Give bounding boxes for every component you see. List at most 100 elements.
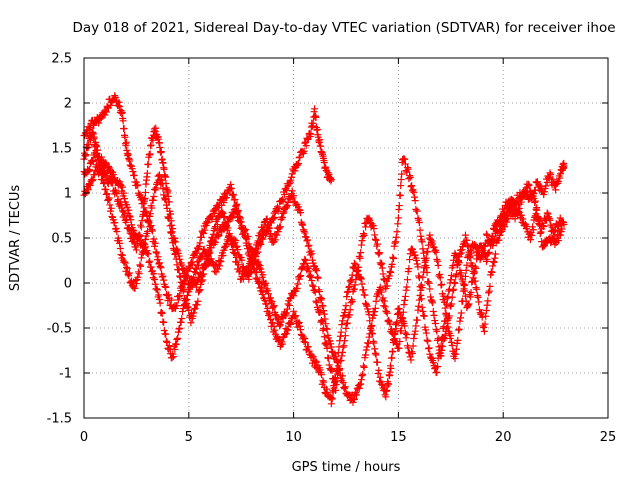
data-point-trace-1 — [158, 273, 166, 281]
data-point-trace-4 — [495, 219, 503, 227]
data-point-trace-3 — [308, 281, 316, 289]
data-point-trace-4 — [410, 248, 418, 256]
data-point-trace-3 — [401, 155, 409, 163]
data-point-trace-4 — [179, 284, 187, 292]
data-point-trace-1 — [461, 281, 469, 289]
data-point-trace-2 — [274, 203, 282, 211]
data-point-trace-2 — [219, 252, 227, 260]
data-point-trace-4 — [85, 181, 93, 189]
data-point-trace-1 — [441, 304, 449, 312]
data-point-trace-3 — [478, 309, 486, 317]
data-point-trace-2 — [216, 262, 224, 270]
data-point-trace-4 — [183, 300, 191, 308]
data-point-trace-2 — [146, 257, 154, 265]
data-point-trace-3 — [398, 170, 406, 178]
data-point-trace-3 — [426, 285, 434, 293]
data-point-trace-2 — [145, 258, 153, 266]
data-point-trace-3 — [343, 319, 351, 327]
data-point-trace-4 — [424, 345, 432, 353]
data-point-trace-4 — [558, 225, 566, 233]
data-point-trace-4 — [102, 190, 110, 198]
data-point-trace-3 — [341, 332, 349, 340]
data-point-trace-1 — [226, 186, 234, 194]
data-point-trace-4 — [401, 296, 409, 304]
data-point-trace-4 — [429, 359, 437, 367]
data-point-trace-4 — [470, 270, 478, 278]
data-point-trace-4 — [218, 208, 226, 216]
data-point-trace-3 — [396, 192, 404, 200]
data-point-trace-4 — [213, 221, 221, 229]
data-point-trace-4 — [105, 194, 113, 202]
data-point-trace-4 — [151, 186, 159, 194]
data-point-trace-1 — [296, 322, 304, 330]
data-point-trace-4 — [155, 171, 163, 179]
data-point-trace-3 — [501, 223, 509, 231]
data-point-trace-3 — [482, 312, 490, 320]
data-point-trace-3 — [352, 272, 360, 280]
data-point-trace-1 — [266, 312, 274, 320]
y-tick-label: 0 — [64, 277, 72, 292]
data-point-trace-4 — [252, 245, 260, 253]
data-point-trace-4 — [457, 269, 465, 277]
data-point-trace-3 — [316, 308, 324, 316]
data-point-trace-4 — [135, 270, 143, 278]
data-point-trace-4 — [131, 284, 139, 292]
data-point-trace-1 — [227, 181, 235, 189]
data-point-trace-4 — [190, 309, 198, 317]
data-point-trace-3 — [525, 181, 533, 189]
data-point-trace-3 — [347, 299, 355, 307]
data-point-trace-4 — [465, 300, 473, 308]
data-point-trace-4 — [254, 237, 262, 245]
data-point-trace-3 — [488, 268, 496, 276]
data-point-trace-3 — [241, 227, 249, 235]
data-point-trace-3 — [429, 307, 437, 315]
data-point-trace-3 — [348, 298, 356, 306]
data-point-trace-1 — [262, 300, 270, 308]
data-point-trace-3 — [214, 232, 222, 240]
data-point-trace-4 — [206, 241, 214, 249]
data-point-trace-4 — [366, 330, 374, 338]
data-point-trace-2 — [117, 181, 125, 189]
data-point-trace-3 — [478, 313, 486, 321]
data-point-trace-4 — [325, 334, 333, 342]
data-point-trace-4 — [170, 246, 178, 254]
data-point-trace-4 — [467, 288, 475, 296]
data-point-trace-1 — [199, 229, 207, 237]
y-tick-label: 1.5 — [51, 142, 72, 157]
data-point-trace-3 — [341, 337, 349, 345]
data-point-trace-2 — [109, 171, 117, 179]
data-point-trace-1 — [376, 373, 384, 381]
data-point-trace-1 — [159, 272, 167, 280]
data-point-trace-4 — [334, 358, 342, 366]
data-point-trace-1 — [155, 259, 163, 267]
data-point-trace-1 — [291, 313, 299, 321]
data-point-trace-3 — [517, 198, 525, 206]
data-point-trace-4 — [399, 308, 407, 316]
data-point-trace-3 — [390, 242, 398, 250]
data-point-trace-4 — [401, 292, 409, 300]
data-point-trace-2 — [299, 148, 307, 156]
data-point-trace-2 — [316, 136, 324, 144]
data-point-trace-1 — [161, 282, 169, 290]
data-point-trace-1 — [433, 255, 441, 263]
data-point-trace-4 — [336, 364, 344, 372]
data-point-trace-4 — [176, 273, 184, 281]
data-point-trace-3 — [377, 261, 385, 269]
data-point-trace-4 — [166, 222, 174, 230]
data-point-trace-2 — [179, 307, 187, 315]
data-point-trace-3 — [339, 348, 347, 356]
data-point-trace-4 — [333, 357, 341, 365]
data-point-trace-3 — [132, 246, 140, 254]
data-point-trace-4 — [359, 362, 367, 370]
data-point-trace-4 — [422, 329, 430, 337]
data-point-trace-4 — [449, 262, 457, 270]
data-point-trace-3 — [179, 265, 187, 273]
data-point-trace-3 — [434, 335, 442, 343]
data-point-trace-2 — [327, 176, 335, 183]
data-point-trace-3 — [524, 180, 532, 188]
data-point-trace-1 — [220, 199, 228, 207]
data-point-trace-1 — [462, 266, 470, 274]
data-point-trace-4 — [383, 309, 391, 317]
data-point-trace-1 — [388, 354, 396, 362]
data-point-trace-3 — [373, 240, 381, 248]
